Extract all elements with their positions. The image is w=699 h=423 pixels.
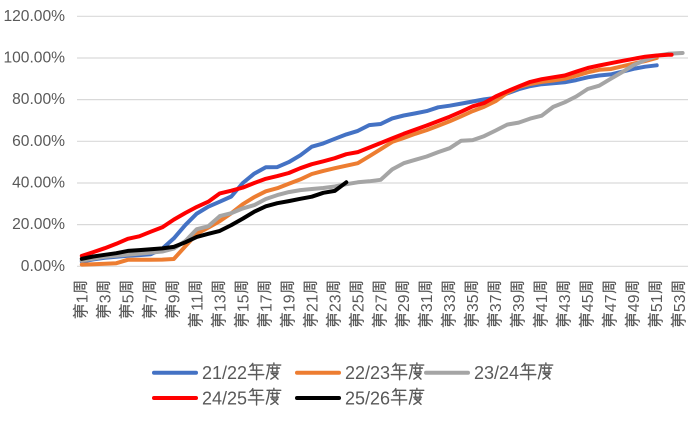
svg-text:11: 11	[189, 294, 206, 311]
svg-text:24/25: 24/25	[202, 389, 247, 409]
svg-text:31: 31	[419, 294, 436, 312]
svg-text:27: 27	[373, 295, 390, 313]
svg-text:23: 23	[327, 294, 344, 312]
svg-text:1: 1	[74, 294, 91, 303]
svg-text:120.00%: 120.00%	[3, 8, 65, 25]
svg-text:29: 29	[396, 294, 413, 312]
svg-text:37: 37	[488, 295, 505, 313]
svg-text:25: 25	[350, 294, 367, 312]
svg-text:15: 15	[235, 294, 252, 312]
svg-text:33: 33	[442, 294, 459, 312]
svg-text:43: 43	[557, 294, 574, 312]
svg-text:3: 3	[97, 294, 114, 303]
svg-text:35: 35	[465, 294, 482, 312]
svg-text:49: 49	[626, 294, 643, 312]
svg-text:100.00%: 100.00%	[3, 50, 65, 67]
svg-text:13: 13	[212, 294, 229, 312]
svg-text:47: 47	[603, 295, 620, 313]
svg-text:80.00%: 80.00%	[12, 91, 65, 108]
svg-text:20.00%: 20.00%	[12, 216, 65, 233]
svg-text:19: 19	[281, 294, 298, 312]
svg-text:0.00%: 0.00%	[21, 258, 65, 275]
svg-text:25/26: 25/26	[345, 389, 390, 409]
svg-text:5: 5	[120, 294, 137, 303]
svg-text:51: 51	[649, 294, 666, 312]
svg-text:9: 9	[166, 294, 183, 303]
svg-text:53: 53	[672, 294, 689, 312]
svg-text:23/24: 23/24	[474, 363, 519, 383]
svg-text:40.00%: 40.00%	[12, 175, 65, 192]
svg-text:41: 41	[534, 294, 551, 312]
svg-text:39: 39	[511, 294, 528, 312]
svg-text:60.00%: 60.00%	[12, 133, 65, 150]
svg-text:45: 45	[580, 294, 597, 312]
svg-text:17: 17	[258, 295, 275, 313]
svg-text:7: 7	[143, 295, 160, 304]
svg-text:21/22: 21/22	[202, 363, 247, 383]
svg-text:21: 21	[304, 294, 321, 312]
svg-text:22/23: 22/23	[345, 363, 390, 383]
